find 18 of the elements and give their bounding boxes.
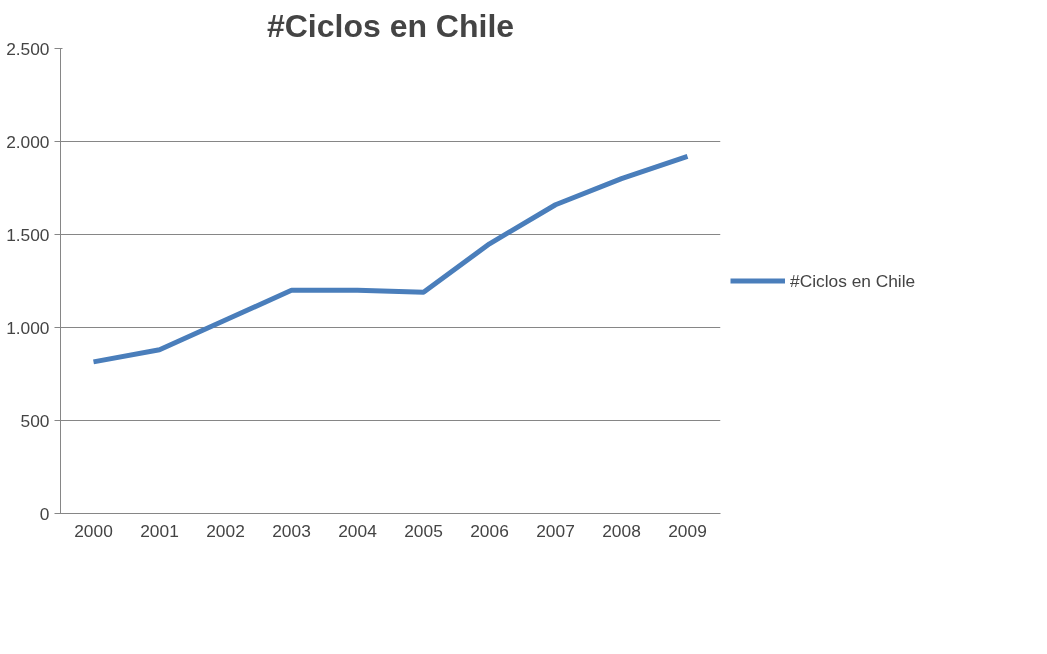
y-tick-label: 2.500 [6, 38, 50, 59]
chart-title: #Ciclos en Chile [266, 7, 515, 44]
x-tick-label: 2006 [470, 520, 509, 541]
x-tick-label: 2005 [404, 520, 443, 541]
y-tick-label: 2.000 [6, 131, 50, 152]
x-tick-label: 2007 [536, 520, 575, 541]
x-tick-label: 2008 [602, 520, 641, 541]
x-tick-label: 2004 [338, 520, 378, 541]
y-tick-label: 1.500 [6, 224, 50, 245]
legend-label: #Ciclos en Chile [790, 270, 916, 291]
x-tick-label: 2001 [140, 520, 179, 541]
y-tick-label: 500 [20, 410, 50, 431]
x-tick-label: 2003 [272, 520, 311, 541]
x-tick-label: 2009 [668, 520, 707, 541]
y-tick-label: 1.000 [6, 317, 50, 338]
x-tick-label: 2000 [74, 520, 113, 541]
y-tick-label: 0 [39, 503, 50, 524]
x-tick-label: 2002 [206, 520, 245, 541]
